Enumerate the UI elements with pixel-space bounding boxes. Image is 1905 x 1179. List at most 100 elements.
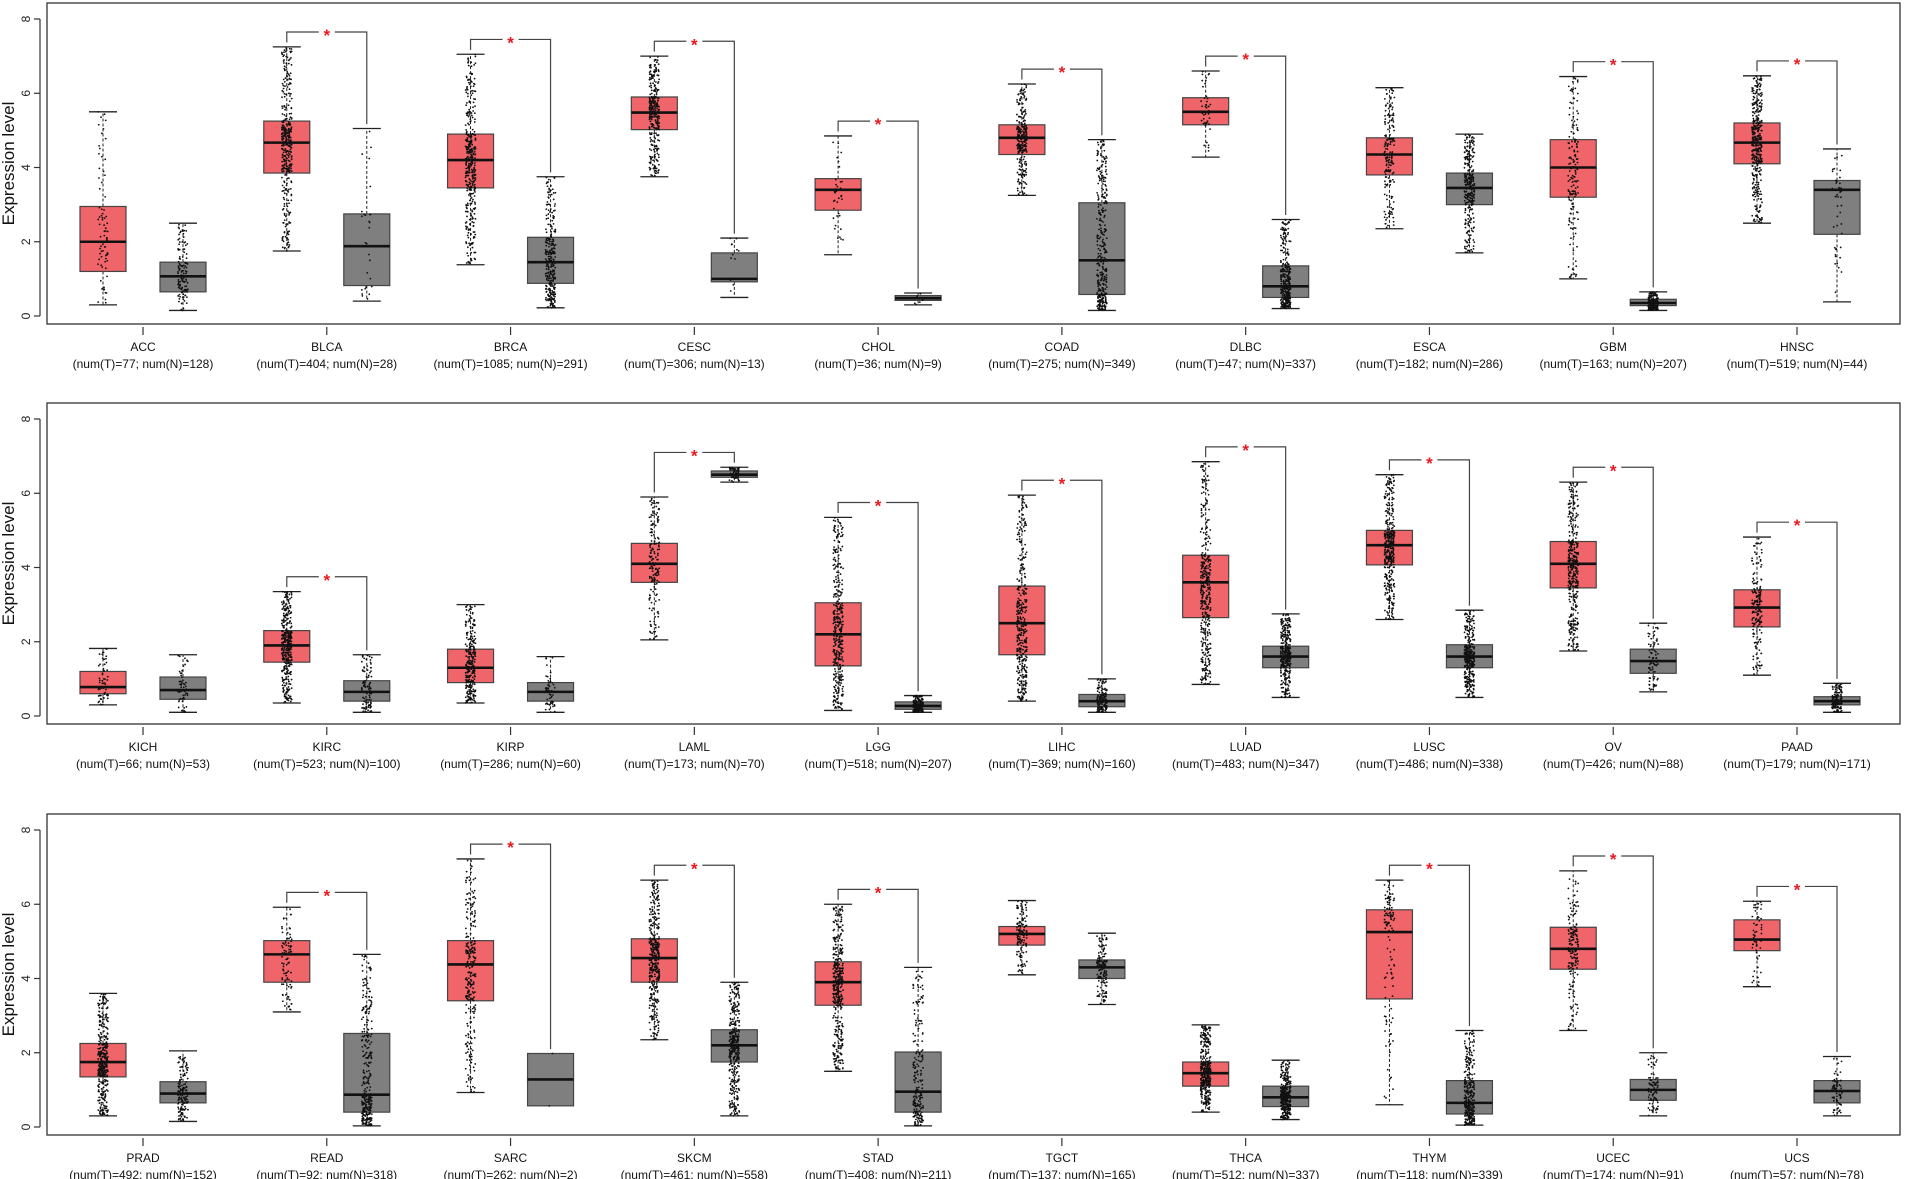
data-point bbox=[1834, 254, 1837, 256]
data-point bbox=[288, 653, 290, 656]
data-point bbox=[284, 591, 286, 594]
data-point bbox=[1385, 135, 1387, 138]
data-point bbox=[1759, 125, 1762, 128]
data-point bbox=[1389, 133, 1391, 136]
data-point bbox=[365, 242, 368, 245]
data-point bbox=[554, 191, 557, 194]
data-point bbox=[283, 645, 286, 647]
data-point bbox=[468, 657, 471, 660]
data-point bbox=[474, 153, 476, 156]
data-point bbox=[1576, 245, 1578, 248]
data-point bbox=[1097, 143, 1100, 146]
data-point bbox=[1654, 308, 1657, 310]
data-point bbox=[1016, 187, 1019, 190]
data-point bbox=[1385, 218, 1387, 221]
data-point bbox=[179, 267, 181, 270]
data-point bbox=[1751, 153, 1754, 156]
data-point bbox=[1647, 298, 1650, 301]
data-point bbox=[469, 691, 471, 694]
data-point bbox=[288, 88, 291, 91]
y-tick-label: 2 bbox=[19, 638, 33, 645]
data-point bbox=[1472, 180, 1475, 182]
data-point bbox=[1572, 124, 1575, 127]
data-point bbox=[1576, 118, 1579, 121]
data-point bbox=[466, 92, 469, 95]
data-point bbox=[185, 692, 187, 695]
data-point bbox=[469, 90, 472, 93]
data-point bbox=[283, 95, 286, 98]
data-point bbox=[363, 700, 365, 703]
data-point bbox=[657, 88, 660, 91]
data-point bbox=[286, 56, 289, 59]
data-point bbox=[550, 265, 553, 268]
data-point bbox=[1100, 227, 1102, 230]
data-point bbox=[1097, 182, 1100, 185]
data-point bbox=[1096, 305, 1099, 308]
data-point bbox=[1756, 78, 1759, 80]
data-point bbox=[1207, 144, 1210, 147]
data-point bbox=[1279, 307, 1282, 310]
data-point bbox=[287, 607, 290, 610]
data-point bbox=[548, 187, 550, 190]
data-point bbox=[545, 265, 548, 268]
data-point bbox=[281, 634, 284, 637]
data-point bbox=[1387, 212, 1390, 215]
data-point bbox=[470, 153, 473, 156]
data-point bbox=[834, 178, 837, 181]
data-point bbox=[1205, 141, 1208, 144]
data-point bbox=[1019, 90, 1022, 93]
data-point bbox=[648, 148, 651, 150]
data-point bbox=[1473, 144, 1475, 146]
data-point bbox=[466, 139, 469, 142]
data-point bbox=[1389, 203, 1391, 205]
data-point bbox=[472, 146, 475, 149]
data-point bbox=[183, 251, 186, 254]
data-point bbox=[1101, 273, 1104, 276]
data-point bbox=[105, 655, 108, 658]
data-point bbox=[104, 267, 107, 270]
data-point bbox=[1025, 84, 1028, 87]
data-point bbox=[1281, 221, 1284, 224]
data-point bbox=[290, 48, 293, 50]
category-name: KICH bbox=[129, 740, 158, 754]
data-point bbox=[1103, 247, 1106, 250]
data-point bbox=[290, 97, 293, 100]
data-point bbox=[286, 205, 289, 208]
data-point bbox=[1568, 217, 1571, 220]
data-point bbox=[281, 107, 284, 110]
data-point bbox=[546, 263, 549, 266]
data-point bbox=[177, 260, 180, 263]
data-point bbox=[473, 159, 476, 162]
data-point bbox=[1023, 144, 1026, 146]
data-point bbox=[1760, 198, 1763, 200]
data-point bbox=[1102, 143, 1105, 146]
data-point bbox=[1391, 106, 1394, 109]
data-point bbox=[1840, 223, 1843, 225]
data-point bbox=[282, 614, 285, 617]
data-point bbox=[102, 250, 104, 252]
data-point bbox=[919, 292, 922, 295]
data-point bbox=[549, 223, 552, 226]
data-point bbox=[548, 245, 550, 248]
data-point bbox=[471, 246, 474, 249]
data-point bbox=[466, 189, 469, 192]
data-point bbox=[1573, 97, 1576, 100]
data-point bbox=[178, 680, 181, 683]
data-point bbox=[1104, 305, 1107, 308]
data-point bbox=[1016, 119, 1018, 122]
data-point bbox=[1208, 123, 1210, 125]
data-point bbox=[98, 167, 101, 170]
data-point bbox=[1016, 113, 1018, 116]
data-point bbox=[651, 123, 654, 126]
data-point bbox=[370, 146, 372, 149]
data-point bbox=[1021, 123, 1024, 126]
data-point bbox=[365, 658, 368, 661]
data-point bbox=[102, 669, 105, 672]
data-point bbox=[182, 686, 185, 689]
data-point bbox=[1464, 222, 1467, 225]
data-point bbox=[1288, 297, 1291, 300]
data-point bbox=[466, 85, 469, 88]
data-point bbox=[1097, 150, 1100, 153]
data-point bbox=[289, 700, 292, 703]
